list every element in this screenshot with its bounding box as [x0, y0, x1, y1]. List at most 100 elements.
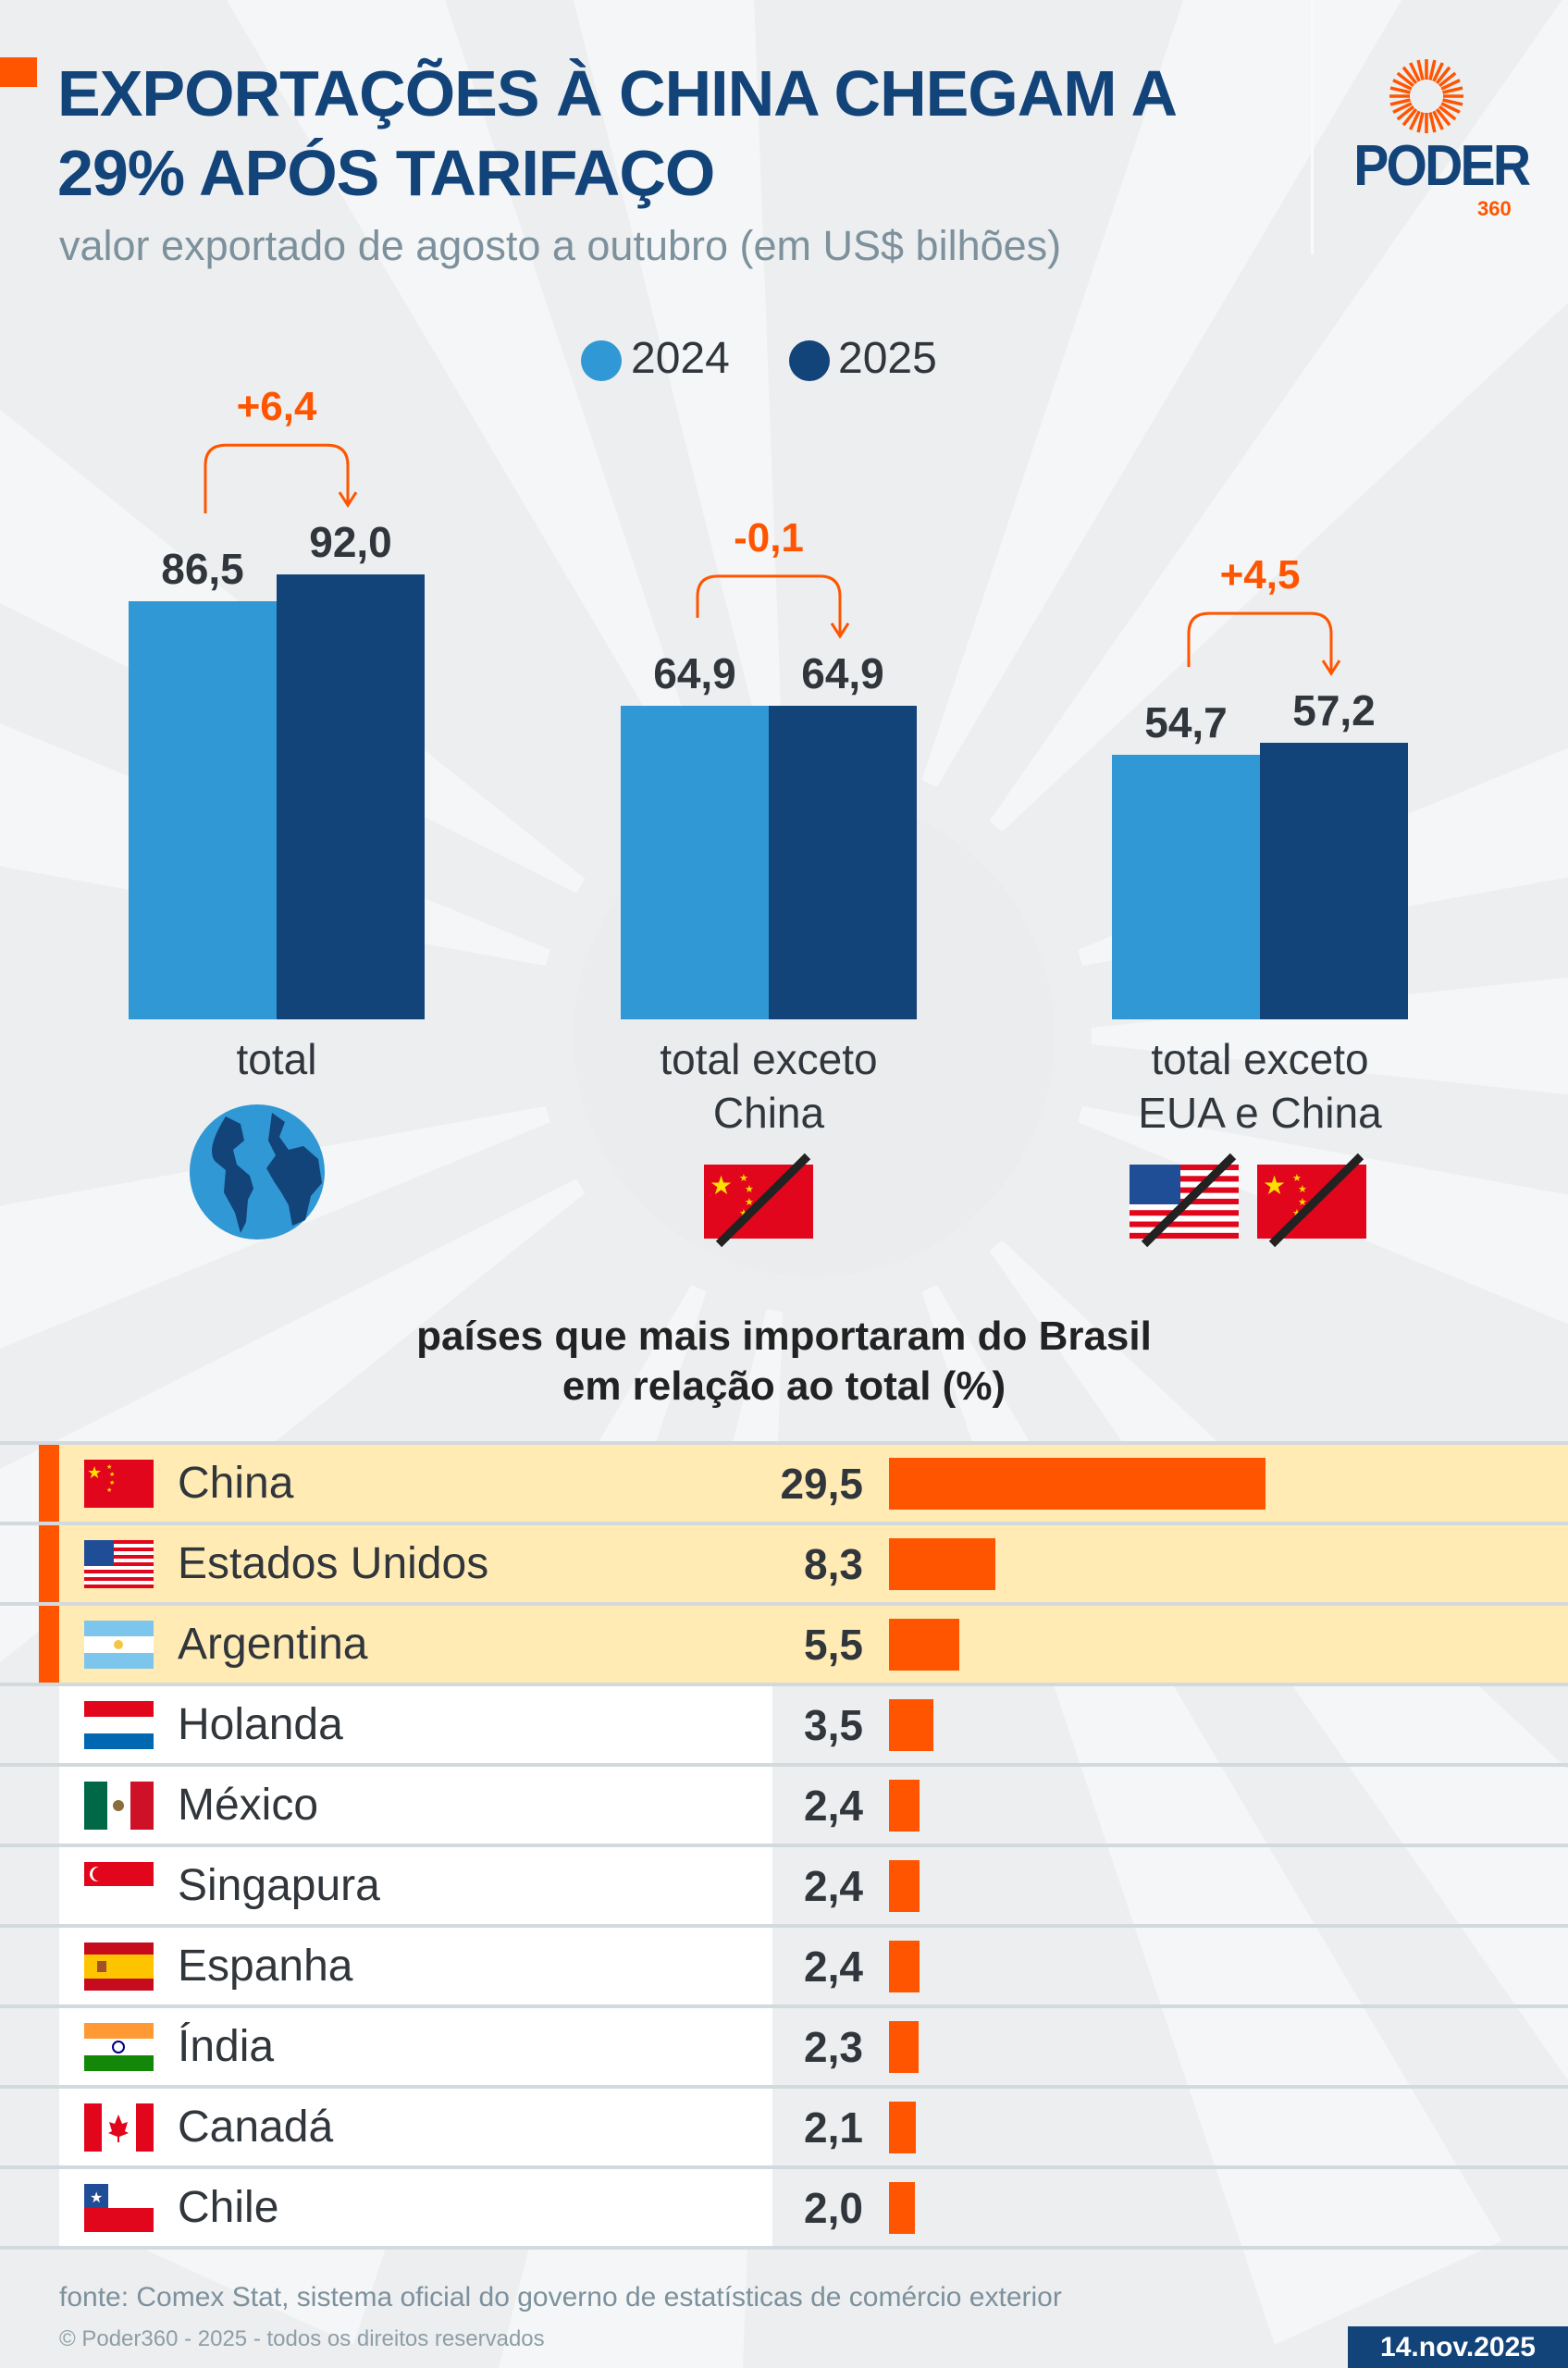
delta-label: -0,1 — [734, 514, 804, 561]
country-value: 3,5 — [804, 1701, 863, 1749]
flag-sg-icon — [84, 1862, 154, 1910]
header-divider — [1311, 0, 1314, 254]
row-background — [59, 2089, 772, 2166]
delta-bracket — [696, 574, 842, 636]
country-name: Chile — [178, 2183, 279, 2232]
legend-2025-label: 2025 — [838, 334, 937, 383]
flag-cl-icon: ★ — [84, 2184, 154, 2232]
logo-ray — [1432, 110, 1444, 130]
bar-2025 — [769, 705, 917, 1019]
flag-nl-icon — [84, 1701, 154, 1749]
country-name: Holanda — [178, 1700, 343, 1749]
row-divider — [0, 1522, 1568, 1525]
logo-ray — [1409, 62, 1421, 82]
svg-text:★: ★ — [109, 1471, 115, 1478]
flag-ar-icon — [84, 1621, 154, 1669]
table-row: Estados Unidos 8,3 — [0, 1525, 1568, 1603]
row-highlight — [39, 1525, 59, 1603]
country-name: México — [178, 1781, 319, 1830]
row-background — [59, 1847, 772, 1925]
svg-text:★: ★ — [710, 1171, 733, 1200]
background-ray — [1091, 977, 1568, 1095]
row-background — [59, 1686, 772, 1764]
country-name: Espanha — [178, 1942, 353, 1991]
logo-ray — [1416, 112, 1425, 133]
country-name: Canadá — [178, 2103, 334, 2152]
delta-bracket — [1187, 611, 1333, 674]
flag-in-icon — [84, 2023, 154, 2071]
row-highlight — [59, 1445, 1568, 1523]
svg-text:★: ★ — [739, 1173, 748, 1184]
country-value: 2,0 — [804, 2184, 863, 2232]
category-label-line: total — [236, 1035, 317, 1083]
logo-ray — [1428, 59, 1437, 80]
flag-ca-icon — [84, 2103, 154, 2152]
background-ray — [989, 0, 1568, 832]
row-divider — [0, 2085, 1568, 2089]
country-bar — [889, 1458, 1266, 1510]
svg-text:★: ★ — [90, 2190, 103, 2206]
logo-ray — [1432, 62, 1444, 82]
crossed-us-china-flags-icon: ★ ★★★★ — [1130, 1153, 1366, 1248]
background-ray — [573, 0, 784, 763]
row-highlight — [59, 1525, 1568, 1603]
category-label-line: total exceto — [660, 1035, 878, 1083]
row-divider — [0, 2004, 1568, 2008]
bar-2024 — [129, 600, 277, 1019]
logo-360: 360 — [1477, 197, 1512, 220]
row-background — [59, 1767, 772, 1844]
delta-label: +4,5 — [1219, 552, 1301, 598]
poder360-sunburst-logo-icon — [1389, 59, 1463, 133]
logo-ray — [1442, 86, 1463, 94]
table-row: Singapura 2,4 — [0, 1847, 1568, 1925]
country-value: 2,3 — [804, 2023, 863, 2071]
category-label-line: total exceto — [1151, 1035, 1369, 1083]
country-bar — [889, 2021, 919, 2073]
flag-us-icon — [84, 1540, 154, 1588]
bar-value-label: 92,0 — [309, 518, 392, 567]
logo-ray — [1396, 71, 1415, 88]
svg-text:★: ★ — [106, 1486, 112, 1494]
bar-value-label: 86,5 — [161, 544, 244, 593]
svg-text:★: ★ — [1263, 1171, 1286, 1200]
svg-text:★: ★ — [1292, 1173, 1302, 1184]
category-label: total exceto China — [565, 1032, 972, 1140]
country-bar — [889, 1699, 934, 1751]
table-row: Canadá 2,1 — [0, 2089, 1568, 2166]
bar-2024 — [621, 705, 769, 1019]
country-name: Argentina — [178, 1620, 368, 1669]
delta-bracket — [204, 443, 350, 513]
row-divider — [0, 1844, 1568, 1847]
source-note: fonte: Comex Stat, sistema oficial do go… — [59, 2282, 1062, 2312]
category-label-line: China — [712, 1089, 825, 1137]
country-bar — [889, 1941, 920, 1992]
category-label-line: EUA e China — [1138, 1089, 1382, 1137]
country-value: 8,3 — [804, 1540, 863, 1588]
logo-ray — [1428, 112, 1437, 133]
row-divider — [0, 2165, 1568, 2169]
arrowhead-icon — [830, 623, 850, 639]
legend-2024-swatch — [581, 340, 622, 381]
row-highlight — [39, 1445, 59, 1523]
table-row: ★ ★ ★ ★ ★ China 29,5 — [0, 1445, 1568, 1523]
country-name: China — [178, 1459, 294, 1508]
bar-value-label: 64,9 — [801, 648, 884, 697]
row-divider — [0, 1683, 1568, 1686]
row-background — [59, 1928, 772, 2005]
country-value: 2,4 — [804, 1862, 863, 1910]
svg-text:★: ★ — [109, 1479, 115, 1486]
bar-2024 — [1112, 755, 1260, 1019]
title-line-2: 29% APÓS TARIFAÇO — [57, 137, 715, 209]
arrowhead-icon — [338, 491, 358, 508]
title-line-1: EXPORTAÇÕES À CHINA CHEGAM A — [57, 57, 1178, 130]
crossed-china-flag-icon: ★ ★★★★ — [704, 1153, 813, 1248]
copyright: © Poder360 - 2025 - todos os direitos re… — [59, 2326, 545, 2351]
country-bar — [889, 2102, 916, 2153]
logo-ray — [1416, 59, 1425, 80]
flag-es-icon — [84, 1942, 154, 1991]
logo-ray — [1435, 66, 1451, 85]
table-row: México 2,4 — [0, 1767, 1568, 1844]
logo-ray — [1440, 79, 1461, 91]
country-name: Singapura — [178, 1861, 380, 1910]
category-label: total — [73, 1032, 480, 1086]
